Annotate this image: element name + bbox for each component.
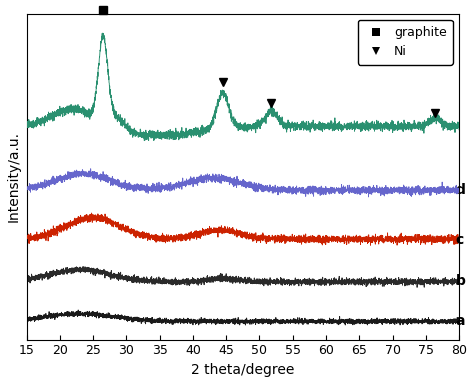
- Text: a: a: [456, 314, 465, 328]
- Text: c: c: [456, 233, 464, 247]
- X-axis label: 2 theta/degree: 2 theta/degree: [191, 363, 294, 377]
- Legend: graphite, Ni: graphite, Ni: [357, 20, 453, 65]
- Text: d: d: [456, 183, 465, 197]
- Y-axis label: Intensity/a.u.: Intensity/a.u.: [7, 131, 21, 222]
- Text: b: b: [456, 274, 465, 288]
